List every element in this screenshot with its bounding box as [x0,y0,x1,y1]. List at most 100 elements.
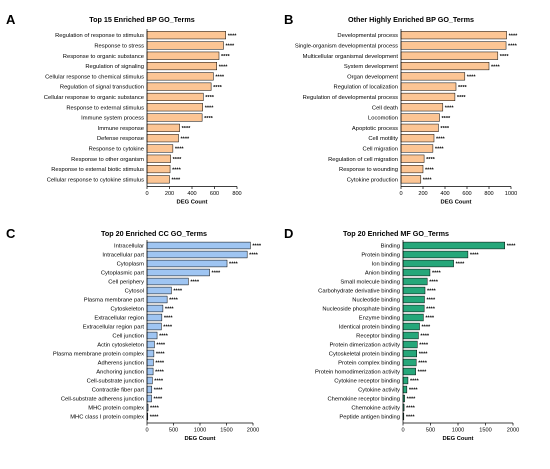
panel-letter: C [6,226,16,241]
significance-label: **** [457,95,467,101]
category-label: Response to external stimulus [66,105,144,111]
category-label: Cellular response to chemical stimulus [45,74,144,80]
x-tick-label: 600 [462,191,471,197]
category-label: Multicellular organismal development [303,54,399,60]
category-label: Cytoplasm [117,262,145,268]
category-label: Organ development [347,74,398,80]
bar [402,304,425,313]
significance-label: **** [228,33,238,39]
category-label: Locomotion [368,116,398,122]
bar [402,385,408,394]
bar [146,376,153,385]
x-tick-label: 600 [210,191,219,197]
chart-title: Top 20 Enriched CC GO_Terms [101,229,207,238]
bar [146,322,162,331]
bar [146,123,180,132]
category-label: Regulation of localization [334,85,398,91]
bar [400,51,499,60]
bar [400,62,490,71]
bar [402,340,418,349]
x-tick-label: 1000 [505,191,517,197]
chart-panel-a: A Top 15 Enriched BP GO_Terms Regulation o… [6,12,242,206]
bar [146,41,224,50]
bar [146,394,152,403]
significance-label: **** [164,316,174,322]
category-label: Protein homodimerization activity [315,370,400,376]
category-label: Protein dimerization activity [329,343,400,349]
panel-letter: B [284,12,293,27]
significance-label: **** [426,298,436,304]
bar [146,72,214,81]
category-label: Chemokine receptor binding [327,397,400,403]
significance-label: **** [205,105,215,111]
significance-label: **** [165,307,175,313]
significance-label: **** [181,136,191,142]
bar [400,154,425,163]
bar [146,92,204,102]
x-tick-label: 2000 [247,428,259,434]
chart-title: Top 20 Enriched MF GO_Terms [343,229,449,238]
significance-label: **** [422,325,432,331]
bar [402,286,426,295]
bar [400,103,444,112]
bar [146,268,210,277]
bar [146,349,155,358]
category-label: Actin cytoskeleton [97,343,144,349]
category-label: Response to organic substance [63,54,144,60]
category-label: Response to wounding [339,167,398,173]
category-label: Ion binding [372,262,400,268]
significance-label: **** [420,334,430,340]
category-label: Carbohydrate derivative binding [318,289,400,295]
bar [402,277,428,286]
significance-label: **** [156,343,166,349]
x-tick-label: 0 [401,428,404,434]
significance-label: **** [426,307,436,313]
x-tick-label: 800 [484,191,493,197]
bar [402,295,425,304]
category-label: Apoptotic process [352,126,398,132]
significance-label: **** [163,325,173,331]
panel-letter: D [284,226,293,241]
x-tick-label: 500 [426,428,435,434]
significance-label: **** [425,316,435,322]
significance-label: **** [175,147,185,153]
category-label: Cell-substrate adherens junction [61,397,144,403]
x-tick-label: 1000 [194,428,206,434]
bar [400,82,457,91]
category-label: Peptide antigen binding [339,415,400,421]
category-label: Plasma membrane part [84,298,145,304]
category-label: Response to other organism [71,157,144,163]
significance-label: **** [425,167,435,173]
category-label: Plasma membrane protein complex [53,352,144,358]
x-tick-label: 1500 [220,428,232,434]
category-label: Protein complex binding [338,361,400,367]
bar [146,113,203,122]
category-label: Identical protein binding [339,325,400,331]
significance-label: **** [423,178,433,184]
significance-label: **** [221,54,231,60]
significance-label: **** [155,370,165,376]
category-label: Immune response [98,126,144,132]
significance-label: **** [219,64,229,70]
category-label: Nucleotide binding [352,298,400,304]
category-label: Small molecule binding [340,280,400,286]
significance-label: **** [154,388,164,394]
significance-label: **** [436,136,446,142]
x-tick-label: 200 [165,191,174,197]
category-label: Cell junction [112,334,144,340]
category-label: Cytoplasmic part [101,271,145,277]
category-label: Nucleoside phosphate binding [322,307,400,313]
significance-label: **** [508,44,518,50]
significance-label: **** [154,397,164,403]
x-tick-label: 400 [187,191,196,197]
category-label: Response to cytokine [89,146,144,152]
category-label: Intracellular [114,244,144,250]
significance-label: **** [159,334,169,340]
category-label: Defense response [97,136,144,142]
bar [146,82,212,91]
significance-label: **** [426,157,436,163]
significance-label: **** [409,388,419,394]
bar [402,349,417,358]
significance-label: **** [410,379,420,385]
